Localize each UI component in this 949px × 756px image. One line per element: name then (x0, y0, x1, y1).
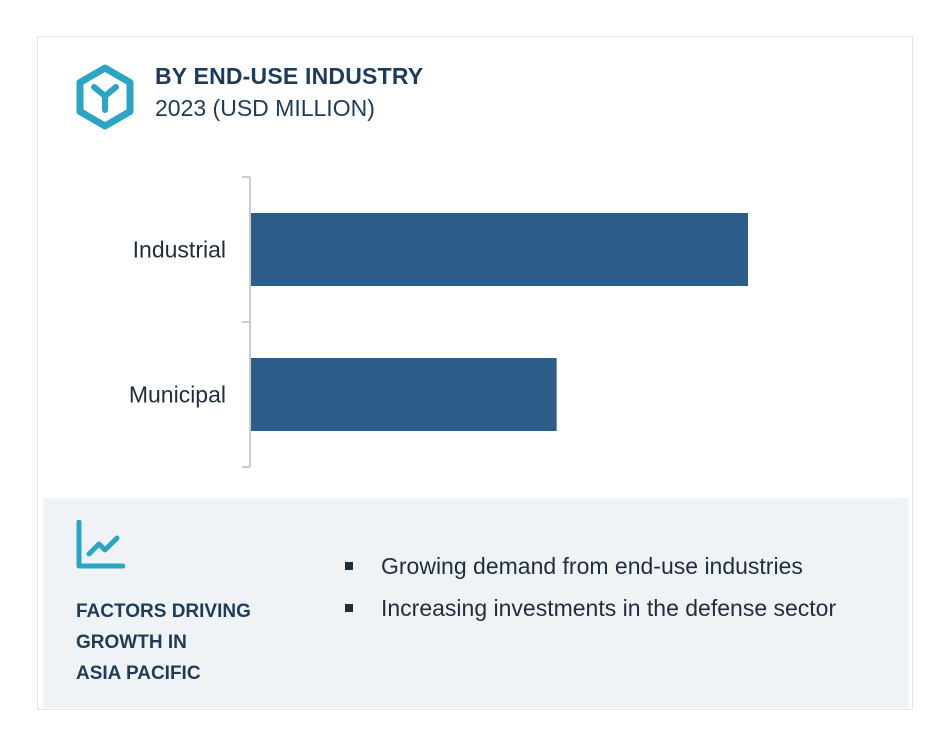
chart-card: BY END-USE INDUSTRY 2023 (USD MILLION) I… (37, 36, 913, 710)
factors-heading-line: GROWTH IN (76, 632, 187, 653)
chart-title: BY END-USE INDUSTRY (155, 63, 424, 89)
hexagon-logo-icon (76, 64, 134, 130)
factors-panel: FACTORS DRIVING GROWTH IN ASIA PACIFIC G… (43, 498, 909, 708)
category-label: Municipal (129, 382, 226, 408)
bullet-square-icon (345, 604, 353, 612)
bar-industrial (251, 213, 748, 286)
list-item-text: Growing demand from end-use industries (381, 553, 803, 579)
trend-chart-icon (76, 520, 125, 569)
factors-list: Growing demand from end-use industries I… (343, 550, 883, 634)
factors-heading-line: ASIA PACIFIC (76, 663, 201, 684)
factors-heading: FACTORS DRIVING GROWTH IN ASIA PACIFIC (76, 596, 296, 689)
bullet-square-icon (345, 562, 353, 570)
list-item: Growing demand from end-use industries (343, 550, 883, 582)
category-label: Industrial (133, 237, 226, 263)
bar-chart: Industrial Municipal (129, 176, 748, 468)
chart-subtitle: 2023 (USD MILLION) (155, 95, 375, 121)
factors-heading-line: FACTORS DRIVING (76, 601, 251, 622)
list-item: Increasing investments in the defense se… (343, 592, 883, 624)
bar-municipal (251, 358, 557, 431)
list-item-text: Increasing investments in the defense se… (381, 595, 837, 621)
